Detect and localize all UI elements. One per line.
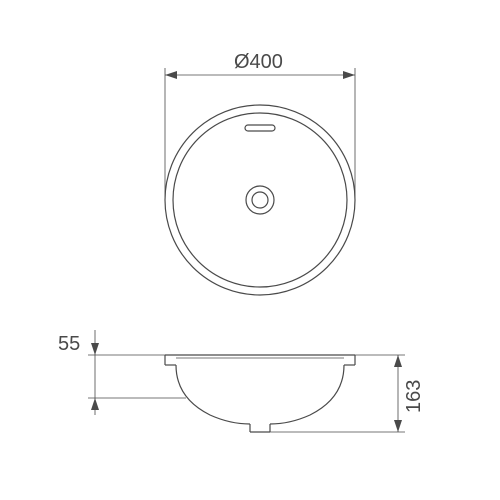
side-view [165,355,355,432]
dim-55-label: 55 [58,333,80,355]
basin-inner-circle [173,113,347,287]
diameter-label: Ø400 [234,51,283,73]
overflow-slot [245,125,275,131]
basin-outer-circle [165,105,355,295]
drain-inner [252,192,268,208]
top-view [165,105,355,295]
dimension-55: 55 [58,330,186,415]
dim-163-label: 163 [403,380,425,413]
drain-outer [246,186,274,214]
